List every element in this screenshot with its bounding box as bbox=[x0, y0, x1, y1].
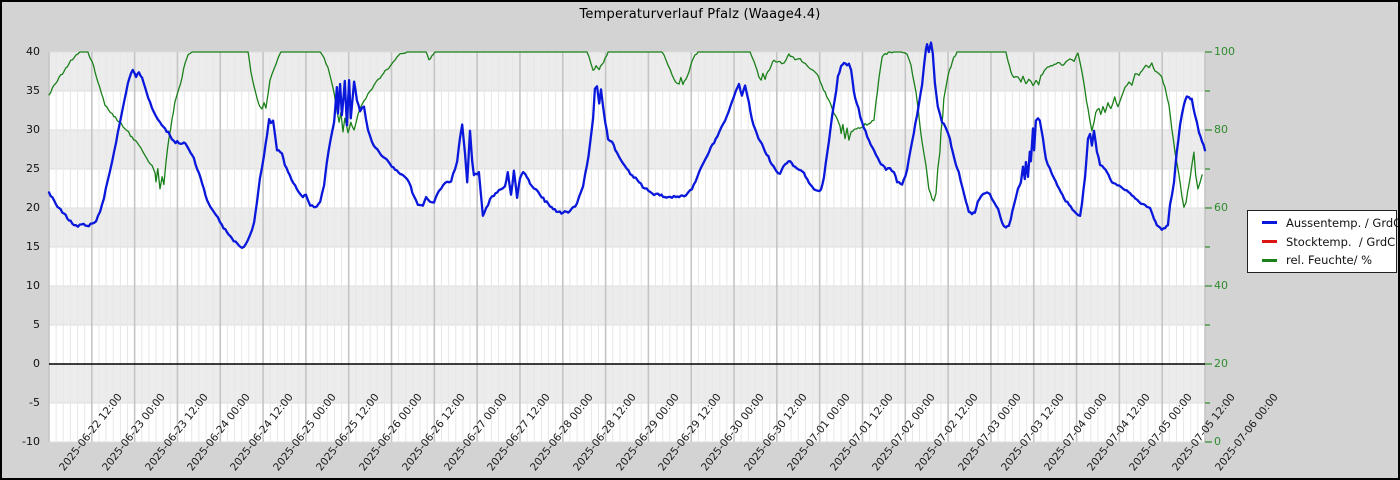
chart-title: Temperaturverlauf Pfalz (Waage4.4) bbox=[579, 7, 821, 22]
y-axis-left-label: 40 bbox=[26, 45, 40, 58]
y-axis-left-label: 30 bbox=[26, 123, 40, 136]
y-axis-left-label: 25 bbox=[26, 162, 40, 175]
legend-item-label: Aussentemp. / GrdC bbox=[1286, 215, 1400, 230]
y-axis-left-label: 10 bbox=[26, 279, 40, 292]
legend-item: Stocktemp. / GrdC bbox=[1248, 235, 1396, 249]
legend-item-label: rel. Feuchte/ % bbox=[1286, 253, 1373, 268]
legend-dash-icon bbox=[1262, 258, 1277, 262]
y-axis-left-label: -10 bbox=[22, 435, 40, 448]
y-axis-left-label: 15 bbox=[26, 240, 40, 253]
legend-item: Aussentemp. / GrdC bbox=[1248, 216, 1398, 230]
legend-item-label: Stocktemp. / GrdC bbox=[1286, 234, 1396, 249]
y-axis-left-label: 5 bbox=[33, 318, 40, 331]
y-axis-left-label: 0 bbox=[33, 357, 40, 370]
y-axis-right-label: 0 bbox=[1214, 435, 1221, 448]
legend: Aussentemp. / GrdC Stocktemp. / GrdC rel. … bbox=[1247, 210, 1398, 273]
y-axis-right-label: 100 bbox=[1214, 45, 1235, 58]
y-axis-right-label: 60 bbox=[1214, 201, 1228, 214]
y-axis-right-label: 80 bbox=[1214, 123, 1228, 136]
y-axis-right-label: 20 bbox=[1214, 357, 1228, 370]
y-axis-right-label: 40 bbox=[1214, 279, 1228, 292]
y-axis-left-label: 35 bbox=[26, 84, 40, 97]
legend-dash-icon bbox=[1262, 240, 1277, 243]
legend-item: rel. Feuchte/ % bbox=[1248, 253, 1396, 267]
y-axis-left-label: 20 bbox=[26, 201, 40, 214]
legend-dash-icon bbox=[1262, 221, 1277, 225]
y-axis-left-label: -5 bbox=[29, 396, 40, 409]
